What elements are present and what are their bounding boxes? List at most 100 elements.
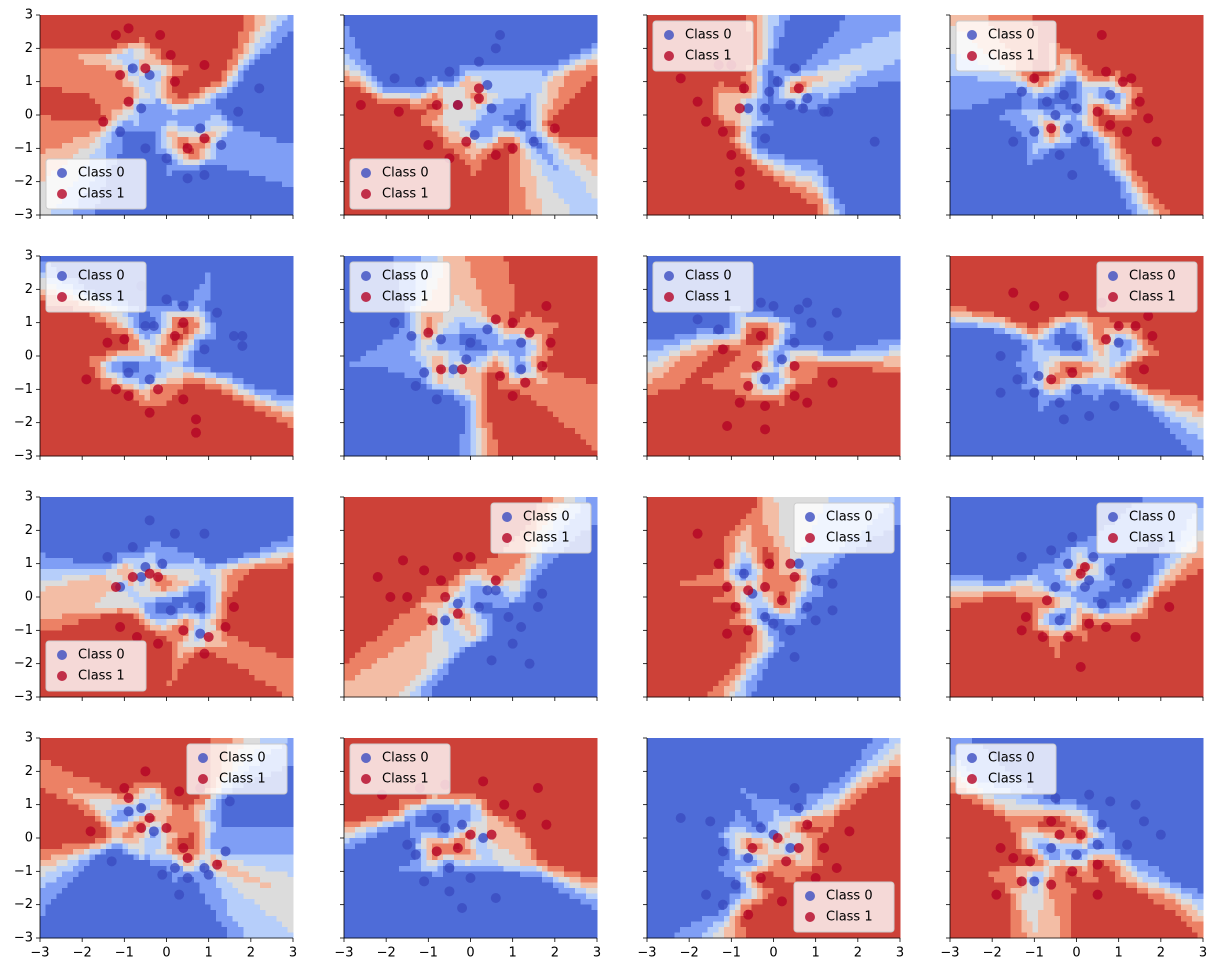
contour-cell <box>862 132 868 138</box>
contour-cell <box>79 98 85 104</box>
contour-cell <box>735 93 741 99</box>
contour-cell <box>222 198 228 204</box>
contour-cell <box>592 37 598 43</box>
contour-cell <box>465 82 471 88</box>
contour-cell <box>244 126 250 132</box>
contour-cell <box>249 87 255 93</box>
contour-cell <box>531 171 537 177</box>
contour-cell <box>498 104 504 110</box>
contour-cell <box>658 204 664 210</box>
contour-cell <box>586 159 592 165</box>
contour-cell <box>840 137 846 143</box>
contour-cell <box>779 171 785 177</box>
contour-cell <box>542 171 548 177</box>
contour-cell <box>46 26 52 32</box>
contour-cell <box>498 165 504 171</box>
contour-cell <box>867 109 873 115</box>
contour-cell <box>167 65 173 71</box>
contour-cell <box>68 98 74 104</box>
contour-cell <box>106 137 112 143</box>
contour-cell <box>515 21 521 27</box>
contour-cell <box>768 48 774 54</box>
contour-cell <box>862 98 868 104</box>
contour-cell <box>366 59 372 65</box>
contour-cell <box>829 137 835 143</box>
contour-cell <box>768 187 774 193</box>
contour-cell <box>377 87 383 93</box>
contour-cell <box>504 98 510 104</box>
contour-cell <box>156 98 162 104</box>
contour-cell <box>172 176 178 182</box>
contour-cell <box>68 109 74 115</box>
contour-cell <box>548 159 554 165</box>
contour-cell <box>697 82 703 88</box>
contour-cell <box>366 109 372 115</box>
point <box>124 23 134 33</box>
contour-cell <box>211 32 217 38</box>
contour-cell <box>851 98 857 104</box>
contour-cell <box>73 15 79 21</box>
contour-cell <box>867 65 873 71</box>
contour-cell <box>211 87 217 93</box>
contour-cell <box>194 82 200 88</box>
contour-cell <box>520 171 526 177</box>
contour-cell <box>564 48 570 54</box>
contour-cell <box>271 59 277 65</box>
contour-cell <box>862 143 868 149</box>
contour-cell <box>647 104 653 110</box>
contour-cell <box>460 182 466 188</box>
contour-cell <box>233 171 239 177</box>
contour-cell <box>443 32 449 38</box>
contour-cell <box>575 37 581 43</box>
contour-cell <box>664 193 670 199</box>
contour-cell <box>277 98 283 104</box>
contour-cell <box>774 21 780 27</box>
contour-cell <box>664 187 670 193</box>
contour-cell <box>730 193 736 199</box>
contour-cell <box>355 43 361 49</box>
contour-cell <box>581 26 587 32</box>
contour-cell <box>394 65 400 71</box>
contour-cell <box>355 126 361 132</box>
contour-cell <box>344 98 350 104</box>
contour-cell <box>460 65 466 71</box>
contour-cell <box>211 82 217 88</box>
contour-cell <box>90 21 96 27</box>
contour-cell <box>504 154 510 160</box>
contour-cell <box>377 43 383 49</box>
contour-cell <box>260 48 266 54</box>
contour-cell <box>117 98 123 104</box>
contour-cell <box>57 48 63 54</box>
contour-cell <box>823 148 829 154</box>
contour-cell <box>79 121 85 127</box>
contour-cell <box>564 121 570 127</box>
contour-cell <box>746 165 752 171</box>
contour-cell <box>172 154 178 160</box>
contour-cell <box>465 193 471 199</box>
contour-cell <box>559 43 565 49</box>
contour-cell <box>548 32 554 38</box>
contour-cell <box>768 204 774 210</box>
contour-cell <box>361 32 367 38</box>
contour-cell <box>183 104 189 110</box>
contour-cell <box>498 87 504 93</box>
contour-cell <box>150 165 156 171</box>
contour-cell <box>134 143 140 149</box>
contour-cell <box>416 126 422 132</box>
contour-cell <box>260 104 266 110</box>
contour-cell <box>752 187 758 193</box>
point <box>162 153 172 163</box>
contour-cell <box>867 43 873 49</box>
point <box>199 170 209 180</box>
contour-cell <box>845 182 851 188</box>
contour-cell <box>487 159 493 165</box>
contour-cell <box>95 21 101 27</box>
contour-cell <box>394 143 400 149</box>
contour-cell <box>167 121 173 127</box>
contour-cell <box>834 48 840 54</box>
contour-cell <box>388 126 394 132</box>
contour-cell <box>515 54 521 60</box>
contour-cell <box>471 115 477 121</box>
contour-cell <box>277 159 283 165</box>
contour-cell <box>227 82 233 88</box>
